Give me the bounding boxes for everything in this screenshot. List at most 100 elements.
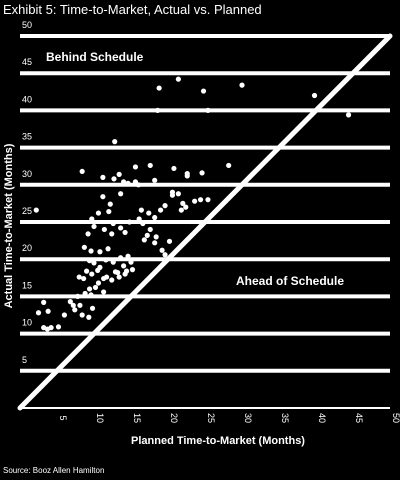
data-point-9 [70, 302, 76, 308]
data-point-106 [155, 107, 161, 113]
data-point-33 [103, 257, 109, 263]
data-point-31 [91, 260, 97, 266]
data-point-48 [122, 271, 128, 277]
data-point-13 [86, 314, 92, 320]
y-tick-labels: 5 10 15 20 25 30 35 40 45 50 [22, 20, 32, 365]
data-point-58 [147, 226, 153, 233]
data-point-98 [171, 165, 177, 172]
x-tick-label-15: 15 [132, 413, 142, 423]
data-point-67 [95, 210, 102, 216]
x-tick-label-50: 50 [391, 413, 400, 423]
data-point-43 [97, 249, 103, 255]
x-tick-labels: 5 10 15 20 25 30 35 40 45 50 [58, 413, 400, 423]
data-point-111 [345, 112, 352, 118]
data-point-99 [79, 168, 85, 175]
x-tick-label-5: 5 [58, 415, 68, 420]
data-point-62 [153, 234, 159, 240]
data-point-102 [199, 170, 205, 176]
data-point-38 [125, 253, 131, 259]
y-tick-label-45: 45 [22, 57, 32, 67]
data-point-14 [89, 305, 96, 311]
data-points [33, 76, 352, 332]
data-point-5 [45, 308, 51, 314]
data-point-54 [122, 229, 128, 236]
data-point-76 [116, 171, 122, 177]
data-point-8 [67, 299, 73, 305]
gridlines [20, 34, 390, 409]
data-point-78 [138, 207, 144, 213]
data-point-47 [129, 267, 136, 273]
data-point-36 [118, 255, 124, 261]
data-point-32 [97, 264, 103, 270]
data-point-15 [75, 293, 81, 299]
data-point-81 [146, 210, 152, 216]
x-axis-label: Planned Time-to-Market (Months) [131, 435, 305, 447]
data-point-49 [85, 231, 91, 237]
y-tick-label-15: 15 [22, 280, 32, 290]
data-point-87 [192, 198, 198, 204]
data-point-55 [110, 220, 116, 227]
data-point-110 [311, 92, 318, 99]
data-point-19 [92, 284, 99, 291]
data-point-73 [125, 180, 131, 186]
data-point-101 [184, 171, 190, 177]
data-point-45 [116, 274, 122, 280]
data-point-88 [197, 197, 204, 203]
data-point-65 [166, 238, 173, 244]
data-point-85 [183, 204, 189, 210]
data-point-25 [89, 271, 95, 277]
data-point-69 [106, 208, 112, 215]
y-tick-label-40: 40 [22, 94, 32, 104]
data-point-64 [162, 252, 168, 258]
data-point-93 [169, 192, 176, 198]
data-point-61 [152, 240, 158, 246]
data-point-28 [103, 274, 110, 280]
data-point-11 [77, 302, 83, 308]
data-point-83 [162, 203, 168, 209]
data-point-60 [141, 237, 147, 243]
data-point-23 [81, 275, 87, 282]
data-point-30 [86, 258, 93, 264]
x-tick-label-25: 25 [206, 413, 216, 423]
data-point-112 [112, 139, 118, 145]
data-point-84 [178, 207, 184, 213]
data-point-34 [110, 259, 116, 265]
data-point-57 [140, 220, 146, 227]
data-point-89 [205, 197, 211, 203]
data-point-17 [86, 286, 93, 292]
data-point-16 [82, 290, 88, 297]
x-tick-label-35: 35 [280, 413, 290, 423]
x-tick-label-45: 45 [354, 413, 364, 423]
data-point-94 [175, 191, 181, 197]
source-note: Source: Booz Allen Hamilton [3, 466, 105, 475]
data-point-104 [156, 85, 162, 91]
x-tick-label-20: 20 [169, 413, 179, 423]
data-point-109 [239, 82, 245, 88]
data-point-72 [121, 179, 127, 185]
y-tick-label-50: 50 [22, 20, 32, 30]
data-point-79 [136, 216, 142, 222]
data-point-63 [159, 247, 165, 253]
data-point-59 [144, 232, 150, 238]
y-tick-label-5: 5 [22, 355, 27, 365]
data-point-74 [111, 176, 117, 182]
y-tick-label-10: 10 [22, 318, 32, 328]
data-point-105 [175, 76, 181, 82]
data-point-42 [88, 248, 94, 254]
y-tick-label-20: 20 [22, 243, 32, 253]
y-tick-label-30: 30 [22, 169, 32, 179]
reference-line [17, 33, 393, 411]
annotation-ahead-of-schedule: Ahead of Schedule [236, 274, 344, 288]
data-point-68 [107, 201, 113, 207]
data-point-71 [118, 191, 124, 197]
data-point-4 [35, 310, 42, 316]
data-point-52 [109, 231, 115, 237]
y-tick-label-35: 35 [22, 132, 32, 142]
data-point-6 [41, 299, 47, 305]
data-point-21 [101, 289, 107, 295]
data-point-22 [76, 274, 82, 280]
data-point-91 [152, 177, 158, 183]
x-tick-label-30: 30 [243, 413, 253, 423]
annotations: Behind Schedule Ahead of Schedule [46, 50, 344, 288]
data-point-51 [101, 226, 107, 233]
